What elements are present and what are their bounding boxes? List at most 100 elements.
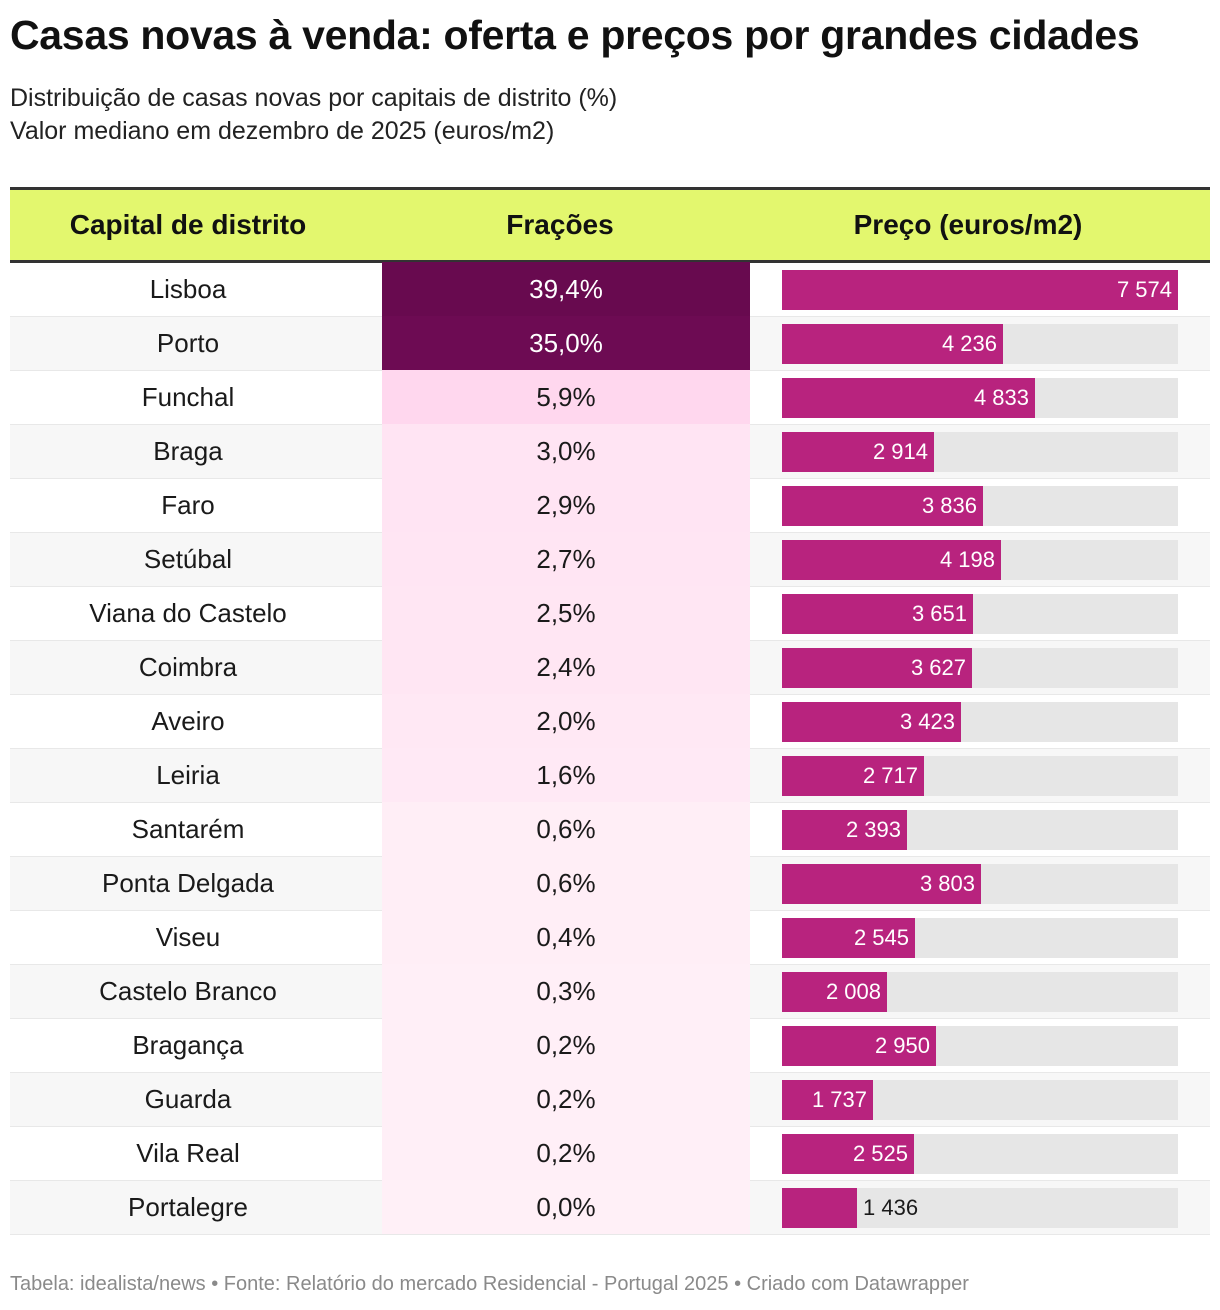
price-label: 4 236 bbox=[941, 330, 997, 356]
fraction-cell: 0,0% bbox=[382, 1180, 750, 1234]
price-bar-track: 2 950 bbox=[782, 1025, 1178, 1066]
price-bar bbox=[782, 1025, 936, 1066]
city-name: Coimbra bbox=[138, 652, 238, 682]
city-name: Vila Real bbox=[136, 1138, 240, 1168]
price-bar-track: 1 737 bbox=[782, 1079, 1178, 1120]
price-bar bbox=[782, 809, 907, 850]
price-bar bbox=[782, 701, 961, 742]
table-row: Viseu 0,4% 2 545 bbox=[10, 910, 1210, 965]
price-bar-track: 4 198 bbox=[782, 539, 1178, 580]
city-name: Ponta Delgada bbox=[101, 868, 275, 898]
price-bar bbox=[782, 377, 1035, 418]
table-header: Capital de distrito Frações Preço (euros… bbox=[10, 190, 1210, 263]
chart-subtitle-line-2: Valor mediano em dezembro de 2025 (euros… bbox=[10, 117, 555, 145]
table-row: Viana do Castelo 2,5% 3 651 bbox=[10, 586, 1210, 641]
fraction-cell: 0,6% bbox=[382, 802, 750, 856]
fraction-cell: 0,4% bbox=[382, 910, 750, 964]
data-table: Capital de distrito Frações Preço (euros… bbox=[10, 187, 1210, 1235]
price-bar-track: 3 651 bbox=[782, 593, 1178, 634]
fraction-cell: 2,9% bbox=[382, 478, 750, 532]
city-name: Bragança bbox=[132, 1030, 244, 1060]
table-top-rule bbox=[10, 187, 1210, 190]
price-bar bbox=[782, 539, 1001, 580]
table-row: Bragança 0,2% 2 950 bbox=[10, 1018, 1210, 1073]
table-row: Porto 35,0% 4 236 bbox=[10, 316, 1210, 371]
column-header-price[interactable]: Preço (euros/m2) bbox=[853, 209, 1083, 240]
city-name: Castelo Branco bbox=[99, 976, 277, 1006]
fraction-cell: 1,6% bbox=[382, 748, 750, 802]
price-bar bbox=[782, 863, 981, 904]
table-row: Coimbra 2,4% 3 627 bbox=[10, 640, 1210, 695]
table-row: Braga 3,0% 2 914 bbox=[10, 424, 1210, 479]
table-row: Leiria 1,6% 2 717 bbox=[10, 748, 1210, 803]
price-bar bbox=[782, 1079, 873, 1120]
city-name: Porto bbox=[156, 328, 220, 358]
price-bar bbox=[782, 971, 887, 1012]
price-bar bbox=[782, 485, 983, 526]
price-bar-track: 3 423 bbox=[782, 701, 1178, 742]
table-row: Setúbal 2,7% 4 198 bbox=[10, 532, 1210, 587]
price-bar-track: 3 803 bbox=[782, 863, 1178, 904]
fraction-cell: 2,4% bbox=[382, 640, 750, 694]
fraction-cell: 39,4% bbox=[382, 262, 750, 316]
price-label: 2 525 bbox=[852, 1140, 908, 1166]
price-bar bbox=[782, 917, 915, 958]
price-label: 3 627 bbox=[910, 654, 966, 680]
city-name: Guarda bbox=[144, 1084, 232, 1114]
fraction-cell: 0,2% bbox=[382, 1018, 750, 1072]
city-name: Faro bbox=[161, 490, 215, 520]
price-label: 3 651 bbox=[911, 600, 967, 626]
table-body: Lisboa 39,4% 7 574 Porto 35,0% 4 236 Funchal 5,… bbox=[10, 262, 1210, 1235]
table-row: Funchal 5,9% 4 833 bbox=[10, 370, 1210, 425]
fraction-cell: 3,0% bbox=[382, 424, 750, 478]
city-name: Lisboa bbox=[149, 274, 227, 304]
fraction-cell: 0,2% bbox=[382, 1126, 750, 1180]
city-name: Leiria bbox=[156, 760, 220, 790]
price-label: 7 574 bbox=[1116, 276, 1172, 302]
city-name: Santarém bbox=[131, 814, 245, 844]
price-bar bbox=[782, 1133, 914, 1174]
price-bar bbox=[782, 269, 1178, 310]
table-row: Ponta Delgada 0,6% 3 803 bbox=[10, 856, 1210, 911]
fraction-cell: 0,6% bbox=[382, 856, 750, 910]
city-name: Braga bbox=[153, 436, 223, 466]
price-bar-track: 3 627 bbox=[782, 647, 1178, 688]
fraction-cell: 5,9% bbox=[382, 370, 750, 424]
column-header-city[interactable]: Capital de distrito bbox=[69, 209, 307, 240]
column-header-fractions[interactable]: Frações bbox=[506, 209, 614, 240]
fraction-cell: 2,7% bbox=[382, 532, 750, 586]
city-name: Portalegre bbox=[128, 1192, 248, 1222]
fraction-cell: 2,0% bbox=[382, 694, 750, 748]
price-bar-track: 2 393 bbox=[782, 809, 1178, 850]
price-label: 2 914 bbox=[872, 438, 928, 464]
fraction-cell: 0,3% bbox=[382, 964, 750, 1018]
price-bar-track: 2 545 bbox=[782, 917, 1178, 958]
city-name: Aveiro bbox=[151, 706, 225, 736]
fraction-cell: 35,0% bbox=[382, 316, 750, 370]
city-name: Setúbal bbox=[143, 544, 233, 574]
price-bar-track: 3 836 bbox=[782, 485, 1178, 526]
price-bar-track: 7 574 bbox=[782, 269, 1178, 310]
table-row: Faro 2,9% 3 836 bbox=[10, 478, 1210, 533]
fraction-cell: 2,5% bbox=[382, 586, 750, 640]
price-label: 4 833 bbox=[973, 384, 1029, 410]
price-bar bbox=[782, 593, 973, 634]
table-row: Aveiro 2,0% 3 423 bbox=[10, 694, 1210, 749]
price-bar-track: 2 525 bbox=[782, 1133, 1178, 1174]
price-bar bbox=[782, 755, 924, 796]
fraction-cell: 0,2% bbox=[382, 1072, 750, 1126]
price-label: 2 950 bbox=[874, 1032, 930, 1058]
table-row: Castelo Branco 0,3% 2 008 bbox=[10, 964, 1210, 1019]
chart-footer: Tabela: idealista/news • Fonte: Relatóri… bbox=[10, 1273, 969, 1295]
city-name: Viseu bbox=[155, 922, 221, 952]
price-label: 2 393 bbox=[845, 816, 901, 842]
table-row: Guarda 0,2% 1 737 bbox=[10, 1072, 1210, 1127]
price-label: 2 008 bbox=[825, 978, 881, 1004]
table-row: Portalegre 0,0% 1 436 bbox=[10, 1180, 1210, 1235]
city-name: Funchal bbox=[141, 382, 235, 412]
price-bar-track: 2 914 bbox=[782, 431, 1178, 472]
table-row: Vila Real 0,2% 2 525 bbox=[10, 1126, 1210, 1181]
chart-subtitle-line-1: Distribuição de casas novas por capitais… bbox=[10, 84, 618, 112]
price-bar-track: 2 008 bbox=[782, 971, 1178, 1012]
city-name: Viana do Castelo bbox=[89, 598, 287, 628]
